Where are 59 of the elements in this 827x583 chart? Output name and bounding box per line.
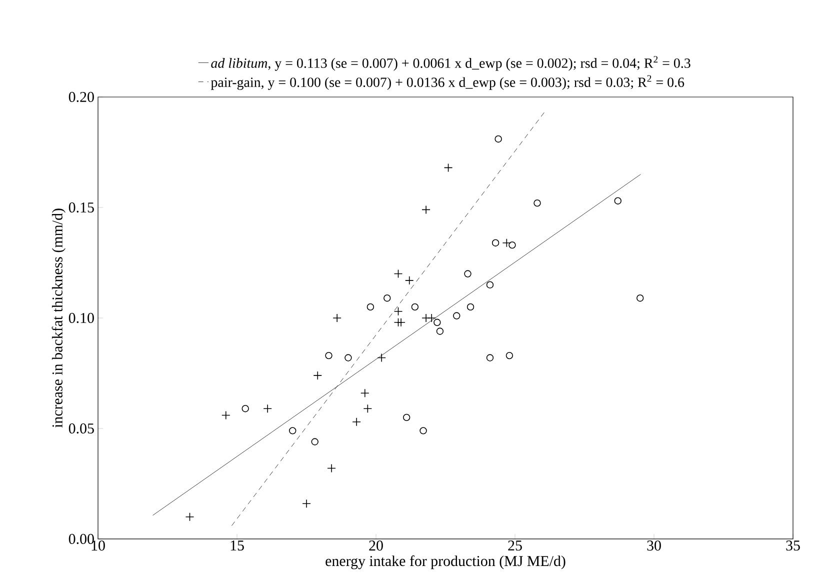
legend-label: ad libitum, y = 0.113 (se = 0.007) + 0.0061 x d_ewp (se = 0.002); rsd = 0.04; R$^{2}$ = 0.3 [211,56,690,71]
point [325,352,332,360]
point [636,294,644,302]
point [242,404,249,412]
point [444,163,453,172]
point [453,312,460,320]
point [506,352,514,360]
point [263,404,272,413]
x-tick-label: 25 [508,540,522,551]
y-axis-title: increase in backfat thickness (mm/d) [52,208,66,428]
x-tick-label: 35 [786,540,800,551]
point [502,238,512,248]
point [394,269,403,278]
x-axis-title: energy intake for production (MJ ME/d) [326,555,566,570]
point [466,303,474,311]
point [352,417,361,426]
legend-label: pair-gain, y = 0.100 (se = 0.007) + 0.0136 x d_ewp (se = 0.003); rsd = 0.03; R$^{2}$ = 0.6 [210,75,684,90]
point [302,499,311,508]
point [360,388,370,398]
point [363,404,372,413]
point [434,318,441,326]
point [289,427,296,434]
point [422,314,430,322]
point [402,414,410,422]
point [494,135,502,143]
x-tick-label: 20 [369,540,383,551]
point [508,241,516,249]
y-tick-label: 0.20 [68,92,94,102]
point [313,371,322,380]
y-tick-label: 0.10 [68,312,94,324]
point [464,270,472,278]
y-tick-label: 0.05 [68,423,94,434]
point [420,427,427,434]
point [394,306,403,316]
point [366,303,374,311]
point [404,276,414,285]
y-tick-label: 0.15 [68,202,94,213]
point [221,410,230,420]
point [614,197,622,204]
point [344,354,352,362]
x-tick-label: 10 [92,540,105,551]
point [492,239,500,246]
point [436,328,444,335]
x-tick-label: 15 [230,540,244,551]
point [427,314,436,322]
point [411,303,419,311]
point [185,512,194,522]
point [486,354,494,362]
point [327,464,336,473]
x-tick-label: 30 [647,540,661,551]
point [332,314,342,322]
point [486,281,494,288]
point [311,438,318,446]
y-tick-label: 0.00 [68,534,94,544]
point [396,318,406,327]
point [384,294,391,302]
point [377,353,386,362]
point [534,199,541,207]
point [422,205,430,214]
